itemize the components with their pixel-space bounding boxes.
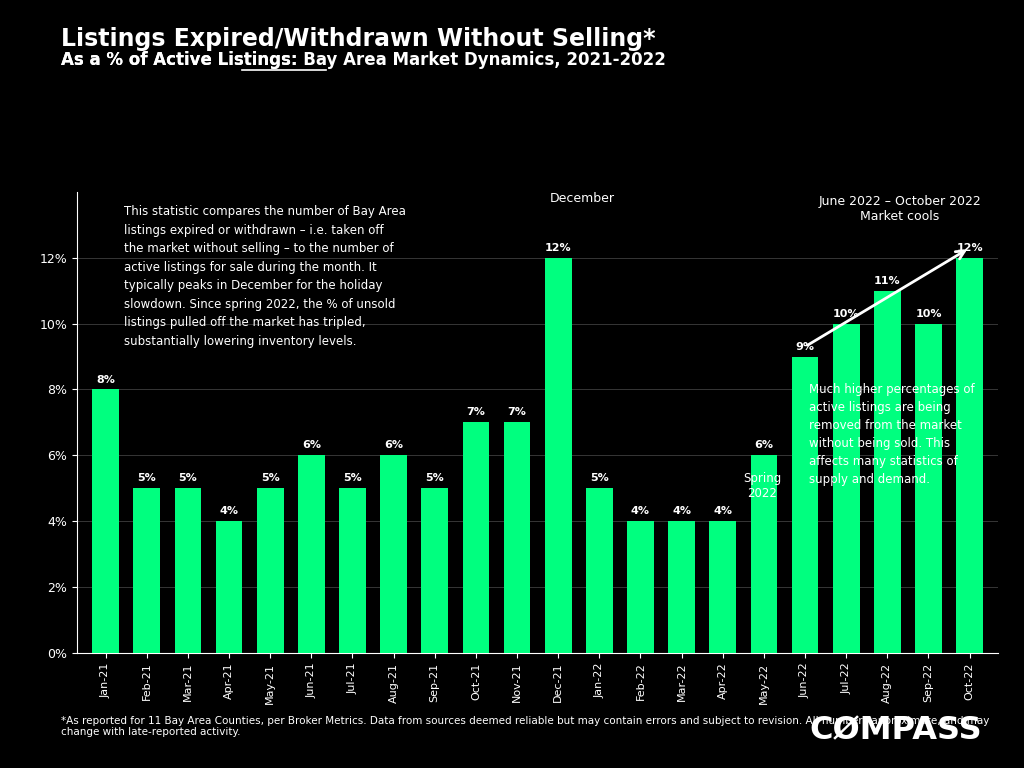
Text: As a % of Active Listings: Bay Area Market Dynamics, 2021-2022: As a % of Active Listings: Bay Area Mark… [61, 51, 667, 69]
Text: 4%: 4% [672, 506, 691, 516]
Text: Listings Expired/Withdrawn Without Selling*: Listings Expired/Withdrawn Without Selli… [61, 27, 656, 51]
Text: 10%: 10% [833, 309, 859, 319]
Text: 11%: 11% [874, 276, 901, 286]
Bar [751, 455, 777, 653]
Bar [873, 291, 901, 653]
Text: 4%: 4% [219, 506, 239, 516]
Bar [257, 488, 284, 653]
Text: 6%: 6% [302, 440, 321, 450]
Text: 5%: 5% [178, 473, 198, 483]
Text: 12%: 12% [545, 243, 571, 253]
Text: *As reported for 11 Bay Area Counties, per Broker Metrics. Data from sources dee: *As reported for 11 Bay Area Counties, p… [61, 716, 990, 737]
Bar [915, 323, 942, 653]
Text: 9%: 9% [796, 342, 814, 352]
Bar [586, 488, 612, 653]
Bar [133, 488, 160, 653]
Text: Much higher percentages of
active listings are being
removed from the market
wit: Much higher percentages of active listin… [809, 383, 975, 486]
Text: 5%: 5% [425, 473, 444, 483]
Text: 5%: 5% [137, 473, 156, 483]
Bar [380, 455, 407, 653]
Text: CØMPASS: CØMPASS [810, 716, 982, 746]
Text: 8%: 8% [96, 375, 115, 385]
Text: 4%: 4% [714, 506, 732, 516]
Bar [339, 488, 366, 653]
Text: 5%: 5% [590, 473, 608, 483]
Bar [504, 422, 530, 653]
Text: 7%: 7% [467, 408, 485, 418]
Bar [669, 521, 695, 653]
Bar [545, 258, 571, 653]
Bar [627, 521, 654, 653]
Text: Spring
2022: Spring 2022 [743, 472, 781, 500]
Text: This statistic compares the number of Bay Area
listings expired or withdrawn – i: This statistic compares the number of Ba… [124, 205, 406, 348]
Text: 6%: 6% [755, 440, 773, 450]
Bar [92, 389, 119, 653]
Text: June 2022 – October 2022
Market cools: June 2022 – October 2022 Market cools [818, 195, 981, 223]
Text: 12%: 12% [956, 243, 983, 253]
Text: 10%: 10% [915, 309, 942, 319]
Text: As a % of Active Listings:: As a % of Active Listings: [61, 51, 304, 69]
Bar [833, 323, 859, 653]
Text: 5%: 5% [261, 473, 280, 483]
Bar [216, 521, 243, 653]
Text: 5%: 5% [343, 473, 361, 483]
Bar [710, 521, 736, 653]
Bar [174, 488, 202, 653]
Text: December: December [550, 192, 615, 205]
Text: 6%: 6% [384, 440, 403, 450]
Text: 4%: 4% [631, 506, 650, 516]
Bar [298, 455, 325, 653]
Bar [421, 488, 449, 653]
Bar [463, 422, 489, 653]
Bar [792, 356, 818, 653]
Bar [956, 258, 983, 653]
Text: 7%: 7% [508, 408, 526, 418]
